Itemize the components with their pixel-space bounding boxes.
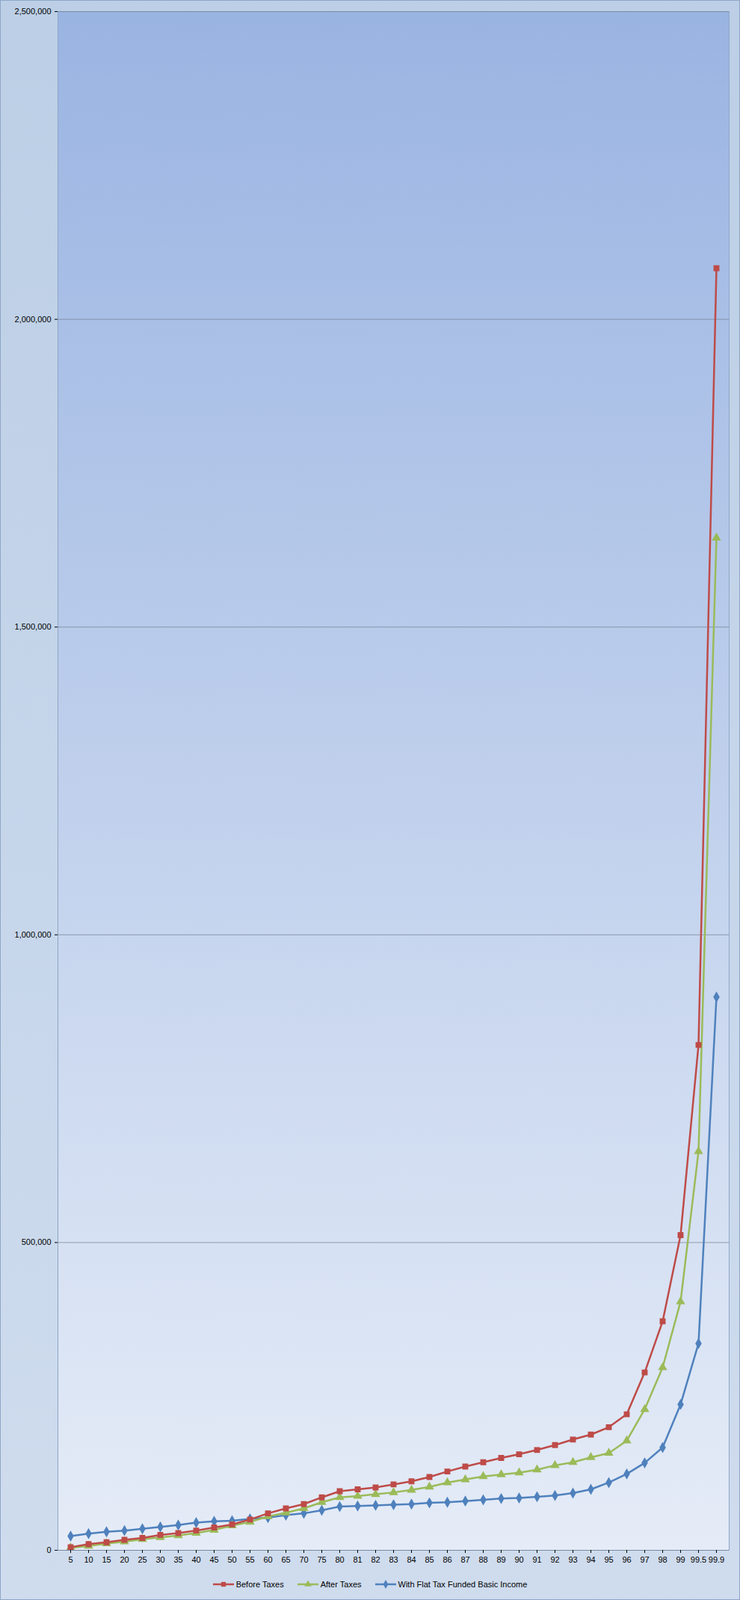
svg-text:81: 81 <box>352 1554 362 1564</box>
html-text:Before Taxes: Before Taxes <box>235 1579 284 1589</box>
svg-text:45: 45 <box>209 1554 219 1564</box>
svg-text:1,000,000: 1,000,000 <box>14 929 52 939</box>
svg-text:92: 92 <box>550 1554 560 1564</box>
svg-text:20: 20 <box>119 1554 129 1564</box>
svg-text:99.9: 99.9 <box>708 1554 725 1564</box>
svg-text:96: 96 <box>621 1554 631 1564</box>
svg-text:95: 95 <box>603 1554 613 1564</box>
svg-text:83: 83 <box>388 1554 398 1564</box>
svg-text:85: 85 <box>424 1554 434 1564</box>
svg-text:82: 82 <box>370 1554 380 1564</box>
svg-text:55: 55 <box>245 1554 255 1564</box>
svg-text:97: 97 <box>639 1554 649 1564</box>
svg-text:90: 90 <box>514 1554 524 1564</box>
svg-text:30: 30 <box>155 1554 165 1564</box>
svg-text:88: 88 <box>478 1554 488 1564</box>
svg-text:50: 50 <box>227 1554 237 1564</box>
svg-text:93: 93 <box>568 1554 578 1564</box>
svg-text:2,000,000: 2,000,000 <box>14 314 52 324</box>
svg-text:99: 99 <box>675 1554 685 1564</box>
svg-text:0: 0 <box>46 1545 51 1554</box>
svg-text:98: 98 <box>657 1554 667 1564</box>
svg-text:70: 70 <box>298 1554 308 1564</box>
html-text:After Taxes: After Taxes <box>320 1579 362 1589</box>
svg-text:15: 15 <box>101 1554 111 1564</box>
svg-text:94: 94 <box>586 1554 595 1564</box>
svg-text:99.5: 99.5 <box>690 1554 707 1564</box>
svg-text:2,500,000: 2,500,000 <box>14 6 52 16</box>
svg-text:500,000: 500,000 <box>21 1237 52 1247</box>
svg-text:10: 10 <box>83 1554 93 1564</box>
svg-text:89: 89 <box>496 1554 506 1564</box>
svg-text:80: 80 <box>334 1554 344 1564</box>
svg-text:75: 75 <box>316 1554 326 1564</box>
svg-text:35: 35 <box>173 1554 183 1564</box>
svg-text:84: 84 <box>406 1554 416 1564</box>
html-text:With Flat Tax Funded Basic Inc: With Flat Tax Funded Basic Income <box>398 1579 528 1589</box>
svg-text:60: 60 <box>263 1554 273 1564</box>
svg-text:1,500,000: 1,500,000 <box>14 621 52 631</box>
svg-text:65: 65 <box>281 1554 291 1564</box>
svg-text:87: 87 <box>460 1554 470 1564</box>
svg-text:40: 40 <box>191 1554 201 1564</box>
svg-text:91: 91 <box>532 1554 542 1564</box>
svg-text:25: 25 <box>137 1554 147 1564</box>
svg-text:86: 86 <box>442 1554 452 1564</box>
svg-text:5: 5 <box>68 1554 73 1564</box>
